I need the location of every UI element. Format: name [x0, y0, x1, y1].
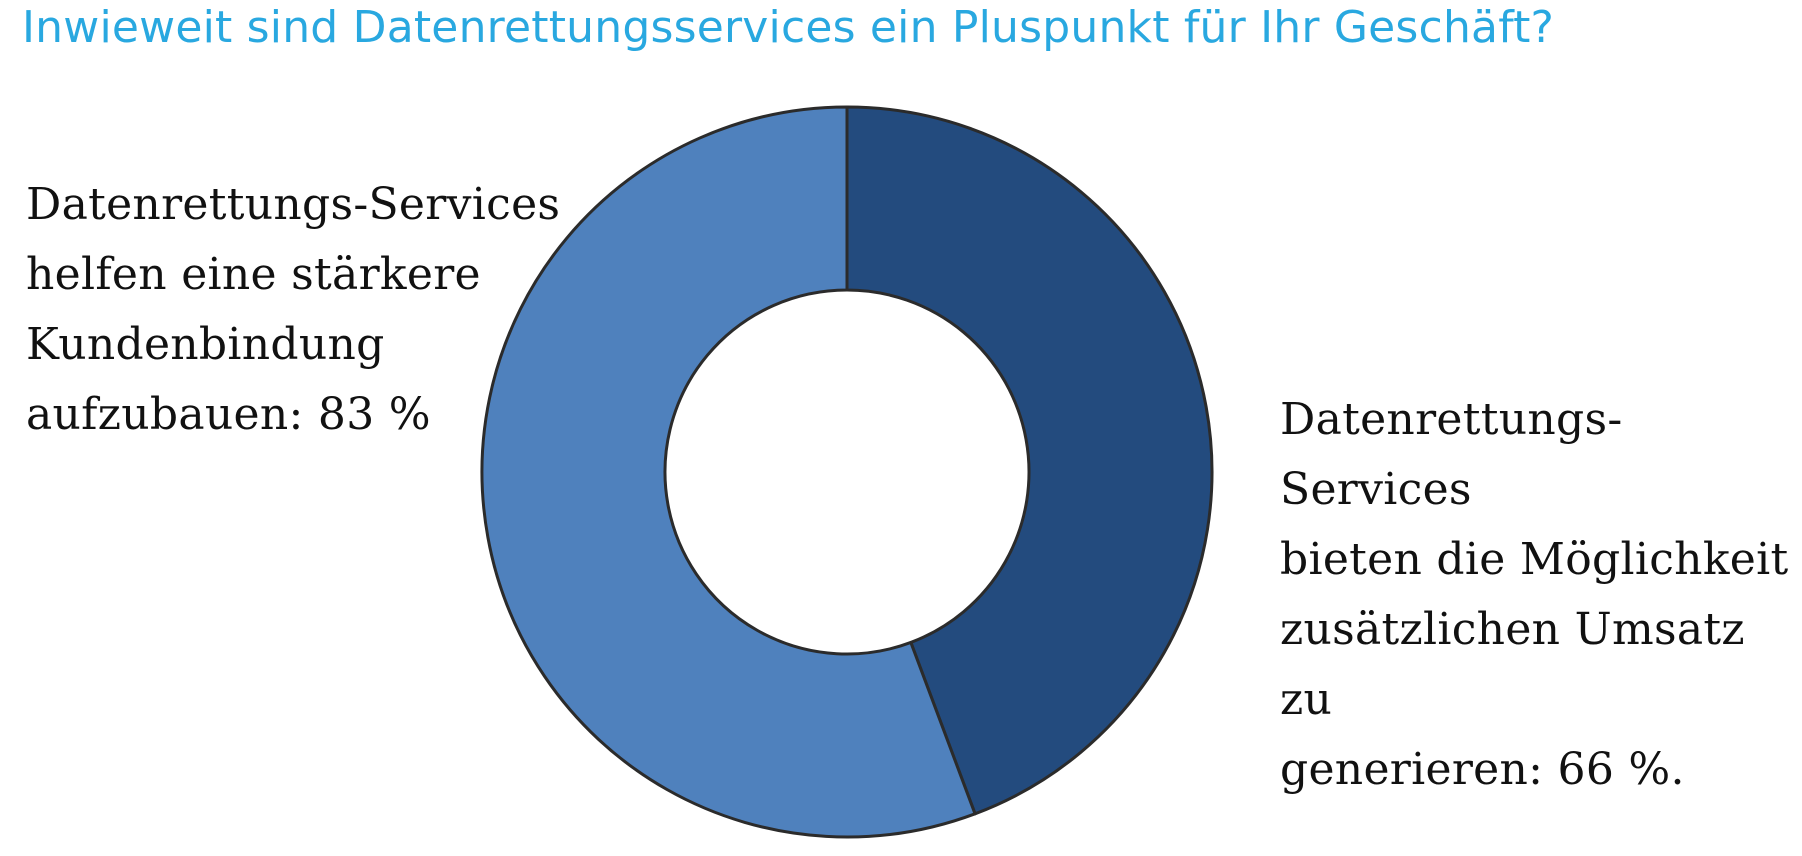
slice-label-umsatz: Datenrettungs-Services bieten die Möglic… — [1280, 394, 1789, 795]
donut-slice-umsatz — [845, 105, 1214, 816]
chart-title: Inwieweit sind Datenrettungsservices ein… — [22, 2, 1555, 53]
slice-label-kundenbindung: Datenrettungs-Services helfen eine stärk… — [26, 179, 561, 440]
donut-slice-kundenbindung — [480, 105, 977, 839]
